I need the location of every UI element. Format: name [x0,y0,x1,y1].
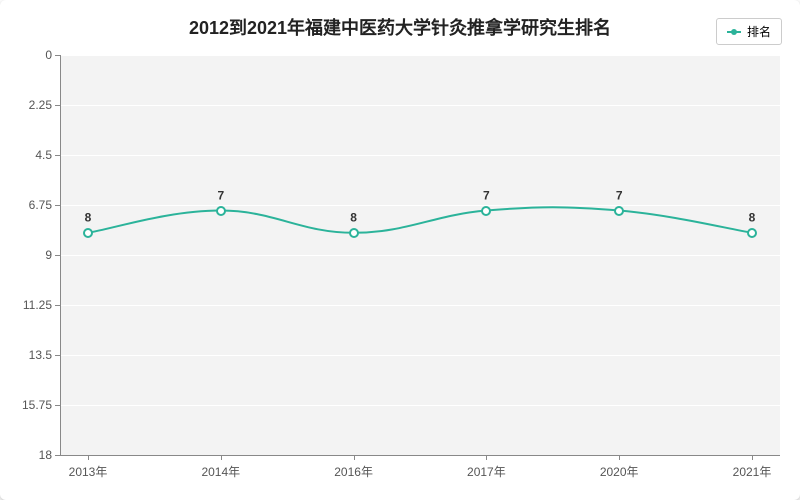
legend-label: 排名 [747,23,771,40]
data-point-label: 8 [350,210,357,224]
plot-area: 02.254.56.75911.2513.515.75182013年2014年2… [60,55,780,455]
x-tick [88,455,89,460]
data-point-label: 7 [616,188,623,202]
data-point-label: 8 [749,210,756,224]
legend-swatch [727,31,741,33]
data-point-label: 7 [483,188,490,202]
data-point [216,206,226,216]
data-point-label: 8 [85,210,92,224]
data-point [614,206,624,216]
x-tick [619,455,620,460]
x-axis [60,455,780,456]
chart-container: 2012到2021年福建中医药大学针灸推拿学研究生排名 排名 02.254.56… [0,0,800,500]
chart-title: 2012到2021年福建中医药大学针灸推拿学研究生排名 [0,14,800,40]
data-point [747,228,757,238]
line-series [60,55,780,455]
legend-dot [731,29,737,35]
data-point [83,228,93,238]
x-tick [221,455,222,460]
data-point-label: 7 [217,188,224,202]
data-point [481,206,491,216]
data-point [349,228,359,238]
x-tick [486,455,487,460]
legend: 排名 [716,18,782,45]
x-tick [752,455,753,460]
x-tick [354,455,355,460]
